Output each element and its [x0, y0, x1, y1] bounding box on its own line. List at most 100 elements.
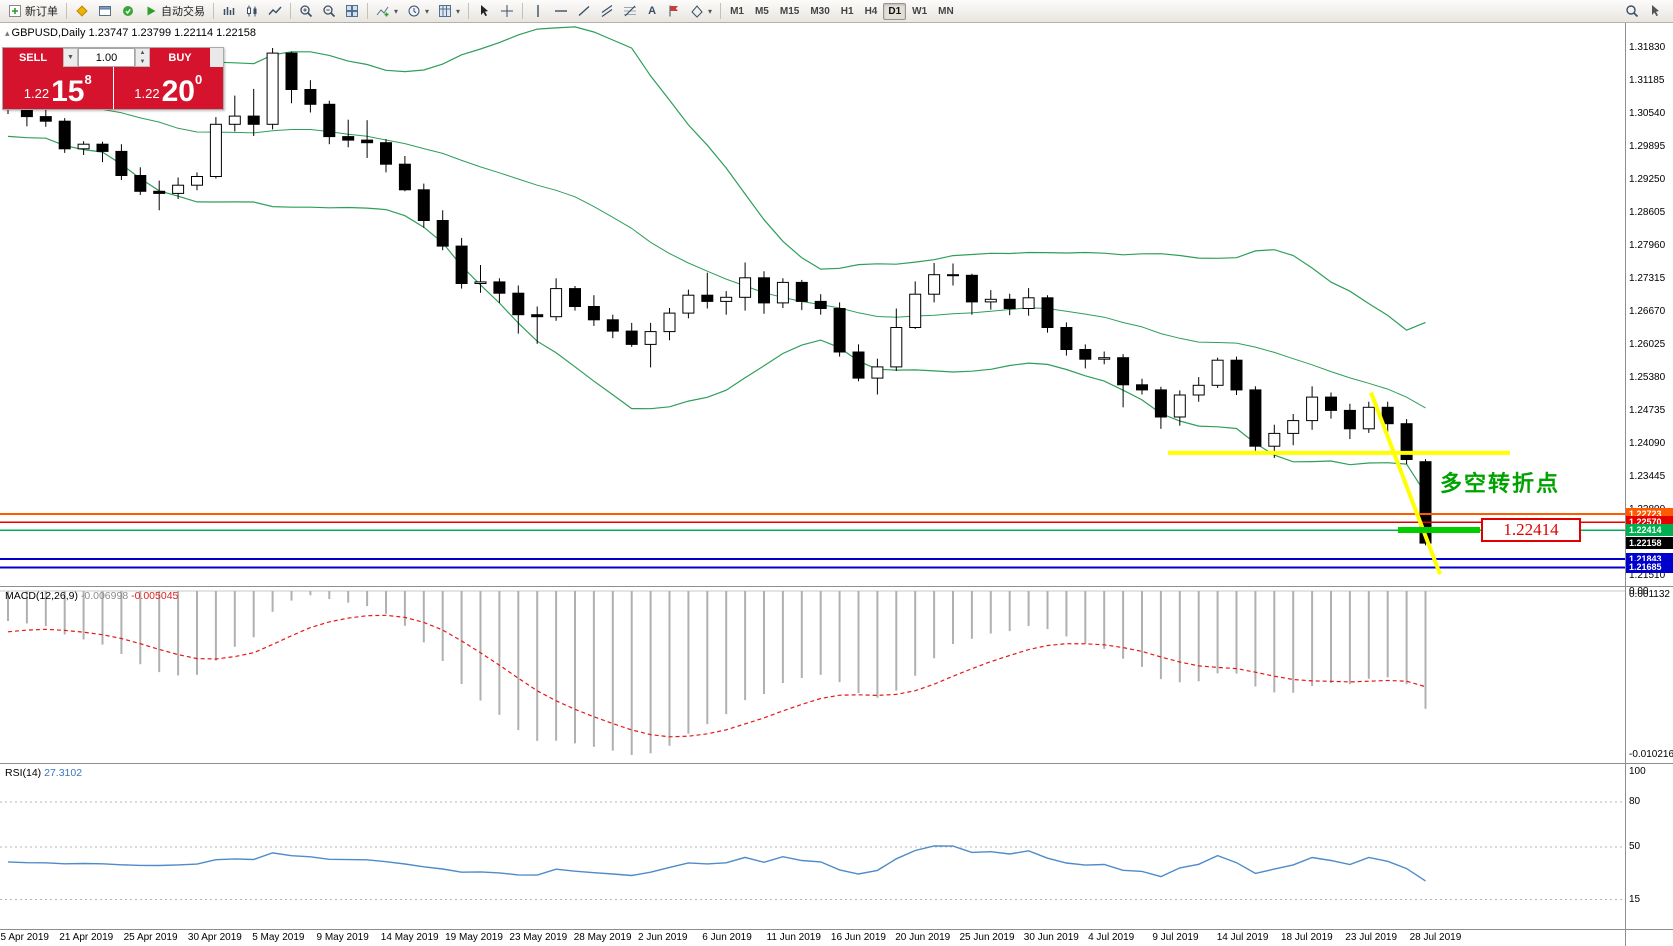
zoom-out-icon — [323, 5, 336, 18]
candle — [96, 143, 109, 152]
search-icon — [1626, 5, 1639, 18]
panel-divider[interactable] — [0, 586, 1673, 587]
candlestick-chart-button[interactable] — [241, 1, 263, 21]
turning-point-annotation[interactable]: 多空转折点 — [1440, 471, 1561, 496]
autotrading-button[interactable]: 自动交易 — [140, 1, 209, 21]
crosshair-button[interactable] — [496, 1, 518, 21]
price-chart-canvas[interactable] — [0, 23, 1625, 586]
yellow-diagonal-trendline[interactable] — [1369, 391, 1442, 575]
price-callout-box[interactable]: 1.22414 — [1481, 518, 1581, 542]
line-chart-button[interactable] — [264, 1, 286, 21]
timeframe-m5-button[interactable]: M5 — [754, 5, 769, 17]
charts-button[interactable] — [71, 1, 93, 21]
flag-label-icon — [669, 5, 679, 17]
date-label: 16 Jun 2019 — [830, 932, 886, 943]
cursor-button[interactable] — [473, 1, 495, 21]
candle — [380, 142, 392, 165]
sell-button[interactable]: SELL — [3, 48, 63, 67]
price-level-tag[interactable]: 1.22414 — [1626, 524, 1673, 536]
candle — [947, 274, 959, 277]
candles — [2, 48, 1432, 546]
vertical-line-tool-button[interactable] — [527, 1, 549, 21]
tile-windows-button[interactable] — [341, 1, 363, 21]
macd-panel-canvas[interactable] — [0, 587, 1625, 763]
candle — [739, 277, 752, 298]
time-axis[interactable]: 15 Apr 2019 21 Apr 2019 25 Apr 2019 30 Apr … — [0, 930, 1673, 946]
pointer-button[interactable] — [1645, 1, 1667, 21]
candle — [474, 281, 487, 284]
templates-button[interactable]: ▾ — [434, 1, 464, 21]
candle — [361, 139, 374, 144]
price-axis-label: 1.27960 — [1629, 240, 1666, 252]
zoom-in-button[interactable] — [295, 1, 317, 21]
shapes-dropdown-button[interactable]: ▾ — [686, 1, 716, 21]
green-highlight-segment[interactable] — [1398, 527, 1480, 533]
candle — [512, 292, 525, 316]
trendline-icon — [578, 5, 590, 17]
timeframe-m1-button[interactable]: M1 — [730, 5, 744, 17]
buy-price-big: 20 — [161, 75, 195, 108]
templates-icon — [439, 5, 452, 17]
candle — [852, 351, 865, 379]
date-label: 11 Jun 2019 — [766, 932, 821, 943]
price-level-tag[interactable]: 1.21685 — [1626, 561, 1673, 574]
text-tool-button[interactable]: A — [642, 1, 662, 21]
panel-divider[interactable] — [0, 763, 1673, 764]
cursor-icon — [481, 5, 489, 17]
search-button[interactable] — [1621, 1, 1643, 21]
market-watch-button[interactable] — [94, 1, 116, 21]
timeframe-w1-button[interactable]: W1 — [912, 5, 928, 17]
trendline-tool-button[interactable] — [573, 1, 595, 21]
panel-divider[interactable] — [0, 929, 1673, 930]
navigator-button[interactable] — [117, 1, 139, 21]
date-label: 28 May 2019 — [573, 932, 632, 943]
autotrading-play-icon — [147, 6, 156, 16]
volume-dropdown-button[interactable]: ▼ — [63, 48, 78, 67]
shapes-icon — [691, 5, 703, 18]
horizontal-line-tool-button[interactable] — [550, 1, 572, 21]
ohlc-toggle-icon[interactable]: ▴ — [5, 28, 10, 38]
zoom-out-button[interactable] — [318, 1, 340, 21]
candle — [417, 189, 430, 222]
volume-input[interactable] — [78, 48, 135, 67]
autotrading-label: 自动交易 — [161, 6, 205, 18]
timeframe-h1-button[interactable]: H1 — [840, 5, 854, 17]
channel-tool-button[interactable] — [596, 1, 618, 21]
periods-button[interactable]: ▾ — [403, 1, 433, 21]
new-order-button[interactable]: 新订单 — [4, 1, 62, 21]
timeframe-m15-button[interactable]: M15 — [779, 5, 800, 17]
timeframe-m30-button[interactable]: M30 — [810, 5, 830, 17]
chart-window: 1.31830 1.31185 1.30540 1.29895 1.29250 1.286… — [0, 23, 1673, 946]
rsi-line — [7, 845, 1426, 882]
volume-stepper[interactable]: ▲ ▼ — [135, 48, 150, 67]
timeframe-mn-button[interactable]: MN — [938, 5, 954, 17]
candle — [909, 293, 922, 329]
date-label: 19 May 2019 — [445, 932, 503, 943]
price-axis[interactable]: 1.31830 1.31185 1.30540 1.29895 1.29250 1.286… — [1625, 23, 1673, 946]
sell-price[interactable]: 1.22 15 8 — [3, 67, 113, 109]
candle — [247, 115, 260, 125]
arrow-label-tool-button[interactable] — [663, 1, 685, 21]
timeframe-h4-button[interactable]: H4 — [864, 5, 878, 17]
current-price-tag[interactable]: 1.22158 — [1626, 537, 1673, 550]
candle — [1268, 432, 1281, 447]
candle — [1419, 461, 1432, 544]
rsi-panel-canvas[interactable] — [0, 764, 1625, 929]
macd-main-value: -0.006998 — [80, 590, 129, 602]
candle — [776, 281, 789, 304]
bar-chart-button[interactable] — [218, 1, 240, 21]
candle — [1098, 357, 1111, 360]
date-label: 28 Jul 2019 — [1409, 932, 1462, 943]
fibonacci-tool-button[interactable] — [619, 1, 641, 21]
candle — [625, 330, 638, 345]
buy-button[interactable]: BUY — [150, 48, 210, 67]
buy-price[interactable]: 1.22 20 0 — [113, 67, 223, 109]
indicators-button[interactable]: ▾ — [372, 1, 402, 21]
toolbar-separator — [468, 3, 470, 19]
candlestick-chart-icon — [247, 5, 257, 17]
candle — [398, 163, 411, 191]
timeframe-d1-button[interactable]: D1 — [883, 2, 907, 20]
candle — [587, 306, 600, 321]
candle — [1003, 298, 1016, 309]
